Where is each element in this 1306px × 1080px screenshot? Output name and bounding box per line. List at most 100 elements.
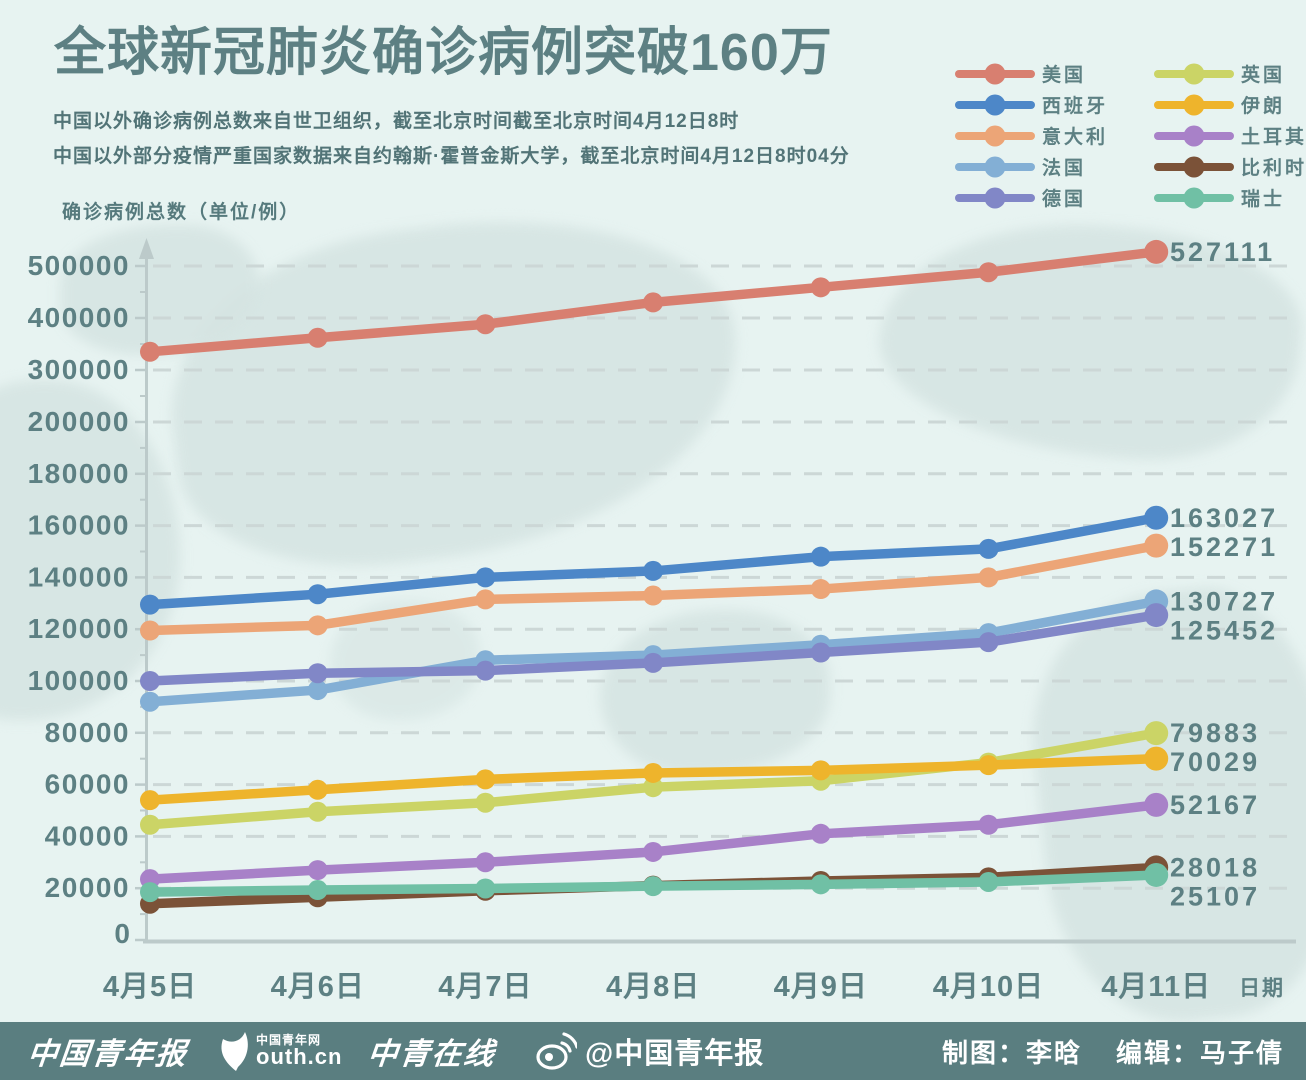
data-point-france-1 — [307, 680, 328, 701]
legend-swatch-italy — [955, 125, 1035, 146]
legend-swatch-turkey — [1154, 125, 1234, 146]
legend-dot-icon — [984, 63, 1006, 84]
end-value-label-switzerland: 25107 — [1170, 881, 1260, 911]
legend-dot-icon — [1183, 125, 1205, 146]
end-value-label-spain: 163027 — [1170, 503, 1278, 533]
y-tick-label: 20000 — [45, 872, 130, 903]
y-tick-label: 160000 — [28, 510, 130, 541]
legend-label-belgium: 比利时 — [1241, 158, 1306, 179]
y-tick-label: 400000 — [28, 302, 130, 333]
gingko-leaf-icon — [221, 1032, 248, 1071]
legend-swatch-france — [955, 156, 1035, 177]
legend-swatch-spain — [955, 94, 1035, 115]
x-tick-label: 4月11日 — [1101, 971, 1211, 1003]
y-tick-label: 180000 — [28, 458, 130, 489]
weibo-account: @中国青年报 — [533, 1029, 764, 1073]
data-point-germany-6 — [1144, 603, 1169, 628]
data-point-usa-4 — [810, 277, 831, 298]
data-point-spain-6 — [1144, 505, 1169, 530]
data-point-switzerland-1 — [307, 880, 328, 901]
data-point-switzerland-6 — [1144, 862, 1169, 887]
subtitle-line-1: 中国以外确诊病例总数来自世卫组织，截至北京时间截至北京时间4月12日8时 — [53, 111, 740, 132]
data-point-germany-3 — [643, 652, 664, 673]
legend-label-france: 法国 — [1042, 158, 1087, 179]
legend-dot-icon — [1183, 94, 1205, 115]
data-point-uk-0 — [140, 814, 160, 835]
x-tick-label: 4月7日 — [438, 971, 532, 1003]
youthcn-text: outh.cn — [256, 1044, 343, 1069]
legend-item-germany: 德国 — [955, 182, 1128, 213]
cyol-logo: 中青在线 — [366, 1038, 498, 1071]
data-point-turkey-4 — [810, 823, 831, 844]
legend-item-usa: 美国 — [955, 58, 1128, 89]
legend-label-usa: 美国 — [1042, 65, 1087, 86]
end-value-label-germany: 125452 — [1170, 615, 1278, 645]
subtitle-line-2: 中国以外部分疫情严重国家数据来自约翰斯·霍普金斯大学，截至北京时间4月12日8时… — [53, 146, 850, 167]
data-point-uk-1 — [307, 801, 328, 822]
data-point-switzerland-0 — [140, 882, 160, 903]
y-tick-label: 200000 — [28, 406, 130, 437]
data-point-switzerland-4 — [810, 874, 831, 895]
x-axis-title: 日期 — [1239, 977, 1285, 1000]
legend-swatch-belgium — [1154, 156, 1234, 177]
data-point-iran-2 — [475, 769, 496, 790]
legend-dot-icon — [984, 156, 1006, 177]
legend-swatch-usa — [955, 63, 1035, 84]
x-tick-label: 4月5日 — [103, 971, 197, 1003]
page-title: 全球新冠肺炎确诊病例突破160万 — [54, 24, 833, 82]
data-point-usa-0 — [140, 341, 160, 362]
legend-dot-icon — [1183, 63, 1205, 84]
credit-designer: 制图：李晗 — [941, 1037, 1082, 1068]
data-point-turkey-1 — [307, 860, 328, 881]
data-point-usa-2 — [475, 314, 496, 335]
y-tick-label: 300000 — [28, 354, 130, 385]
legend-item-belgium: 比利时 — [1154, 151, 1306, 182]
data-point-italy-0 — [140, 620, 160, 641]
data-point-iran-1 — [307, 779, 328, 800]
data-point-italy-1 — [307, 615, 328, 636]
x-tick-label: 4月8日 — [606, 971, 700, 1003]
data-point-italy-3 — [643, 585, 664, 606]
legend-item-italy: 意大利 — [955, 120, 1128, 151]
legend-column-1: 美国西班牙 意大利法国德国 — [955, 58, 1128, 213]
end-value-label-france: 130727 — [1170, 586, 1278, 616]
legend-label-uk: 英国 — [1241, 65, 1286, 86]
y-axis-arrow-icon — [139, 238, 154, 259]
data-point-iran-6 — [1144, 746, 1169, 771]
data-point-switzerland-2 — [475, 878, 496, 899]
end-value-label-belgium: 28018 — [1170, 852, 1260, 882]
data-point-italy-4 — [810, 579, 831, 600]
legend-column-2: 英国 伊朗 土耳其 比利时 瑞士 — [1154, 58, 1306, 213]
legend-dot-icon — [984, 187, 1006, 208]
legend-item-spain: 西班牙 — [955, 89, 1128, 120]
data-point-turkey-6 — [1144, 792, 1169, 817]
credit-editor: 编辑：马子倩 — [1115, 1037, 1284, 1068]
y-tick-label: 0 — [114, 918, 130, 949]
legend-dot-icon — [1183, 156, 1205, 177]
data-point-switzerland-5 — [978, 871, 999, 892]
end-value-label-usa: 527111 — [1170, 237, 1275, 267]
data-point-germany-5 — [978, 632, 999, 653]
data-point-iran-4 — [810, 760, 831, 781]
legend-item-switzerland: 瑞士 — [1154, 182, 1306, 213]
legend-item-turkey: 土耳其 — [1154, 120, 1306, 151]
data-point-spain-2 — [475, 567, 496, 588]
y-tick-label: 120000 — [28, 613, 130, 644]
legend-label-turkey: 土耳其 — [1241, 127, 1306, 148]
data-point-usa-3 — [643, 292, 664, 313]
y-tick-label: 500000 — [28, 250, 130, 281]
youthcn-logo: 中国青年网 outh.cn — [214, 1029, 342, 1073]
legend-swatch-switzerland — [1154, 187, 1234, 208]
cyd-newspaper-logo: 中国青年报 — [25, 1038, 190, 1071]
end-value-label-uk: 79883 — [1170, 718, 1260, 748]
footer-bar: 中国青年报 中国青年网 outh.cn 中青在线 @中国青年报 — [0, 1022, 1306, 1080]
data-point-germany-2 — [475, 660, 496, 681]
y-tick-label: 60000 — [45, 769, 130, 800]
data-point-spain-0 — [140, 594, 160, 615]
x-tick-label: 4月10日 — [933, 971, 1044, 1003]
data-point-iran-3 — [643, 762, 664, 783]
data-point-spain-3 — [643, 560, 664, 581]
x-tick-label: 4月9日 — [774, 971, 868, 1003]
